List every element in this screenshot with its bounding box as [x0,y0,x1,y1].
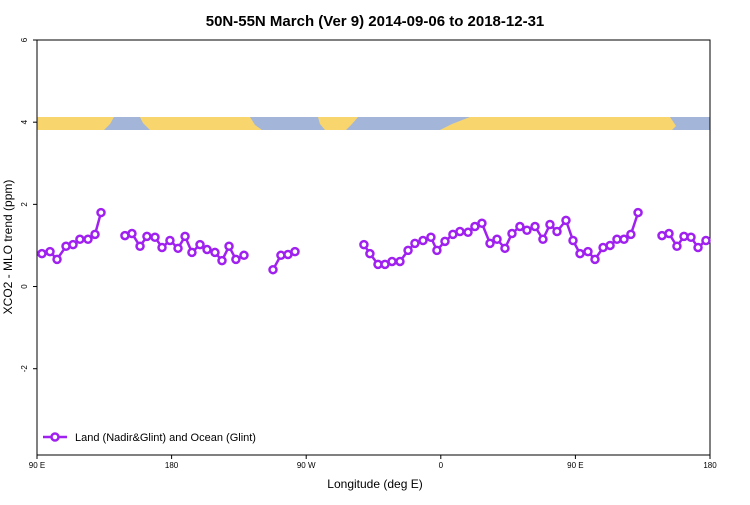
data-point [552,226,562,237]
data-point [500,243,510,254]
x-tick-label: 90 W [297,461,316,470]
data-point [52,254,62,265]
data-point [217,255,227,266]
data-point [75,234,85,245]
data-point [127,228,137,239]
data-point [231,254,241,265]
y-tick-label: 2 [20,202,29,207]
data-point [686,232,696,242]
data-point [455,226,465,237]
data-point [432,245,442,256]
data-point [365,248,375,259]
data-point [150,232,160,242]
plot-frame [36,39,711,456]
chart-title: 50N-55N March (Ver 9) 2014-09-06 to 2018… [206,13,545,30]
data-point [268,264,278,275]
land-strip [37,117,114,130]
data-point [290,246,300,257]
data-point [492,234,502,245]
y-tick-label: 4 [20,119,29,124]
map-strip [37,117,710,130]
data-point [395,256,405,267]
data-point [575,248,585,259]
legend-label: Land (Nadir&Glint) and Ocean (Glint) [75,432,256,444]
data-point [626,229,636,240]
data-point [410,238,420,249]
data-point [522,225,532,235]
data-point [530,221,540,232]
x-tick-label: 90 E [567,461,583,470]
data-point [359,239,369,250]
data-point [96,207,106,218]
data-point [463,227,473,238]
x-axis-title: Longitude (deg E) [327,477,422,491]
y-tick-label: -2 [20,365,29,373]
land-strip [140,117,262,130]
data-point [173,243,183,254]
data-point [477,218,487,229]
land-strip [440,117,676,130]
x-tick-label: 90 E [29,461,45,470]
data-point [440,236,450,247]
data-point [672,241,682,252]
data-point [180,231,190,242]
data-point [135,241,145,252]
data-point [485,238,495,249]
data-point [403,245,413,256]
data-point [507,228,517,239]
x-tick-label: 180 [165,461,179,470]
data-point [583,246,593,257]
data-point [157,242,167,253]
series-line [41,212,707,271]
data-point [418,235,428,246]
x-tick-label: 0 [439,461,444,470]
data-point [426,232,436,242]
data-point [142,231,152,242]
data-point [693,242,703,253]
data-point [210,247,220,258]
data-point [68,239,78,250]
data-point [387,256,397,267]
data-point [239,250,249,261]
data-point [90,229,100,240]
data-point [187,247,197,258]
data-point [664,228,674,239]
data-point [195,239,205,250]
land-strip [318,117,358,130]
y-tick-label: 0 [20,284,29,289]
y-tick-label: 6 [20,37,29,42]
data-point [37,248,47,259]
data-point [590,254,600,265]
data-point [224,241,234,252]
data-point [538,234,548,245]
data-point [568,235,578,246]
x-tick-label: 180 [703,461,717,470]
data-point [165,235,175,246]
y-axis-title: XCO2 - MLO trend (ppm) [1,180,15,315]
legend-marker [50,432,60,442]
data-point [561,215,571,226]
data-point [45,246,55,257]
data-point [633,207,643,218]
data-point [545,219,555,230]
data-point [83,234,93,245]
data-point [202,244,212,255]
data-point [470,221,480,232]
data-point [605,240,615,251]
data-point [619,234,629,245]
data-point [701,235,711,246]
data-point [515,221,525,232]
